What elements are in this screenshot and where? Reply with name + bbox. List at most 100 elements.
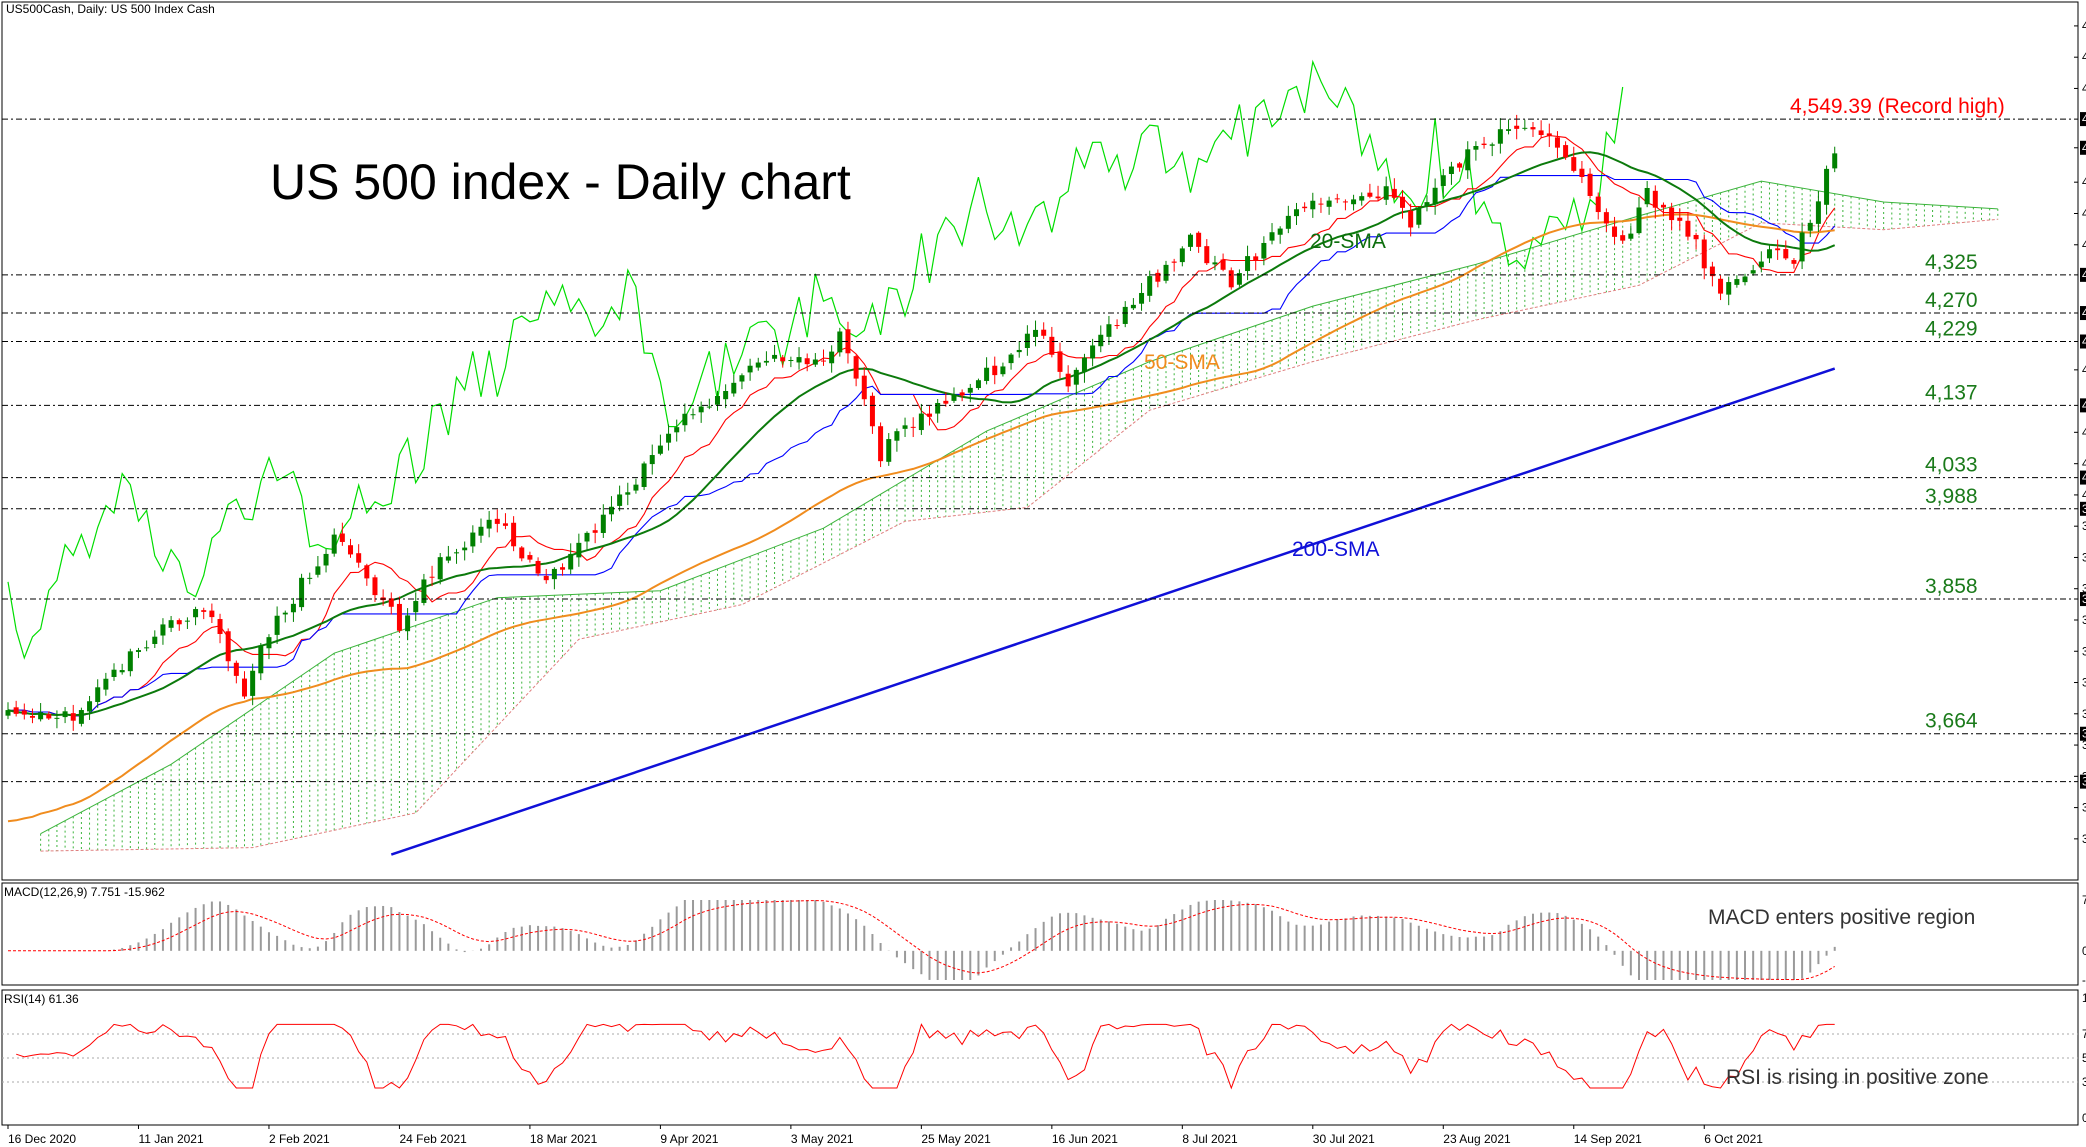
price-tick-label: 3692.73 xyxy=(2082,709,2086,721)
bear-candle xyxy=(1220,259,1226,270)
bull-candle xyxy=(1106,324,1112,337)
level-axis-box xyxy=(2080,592,2086,607)
bear-candle xyxy=(1652,190,1658,208)
level-axis-box xyxy=(2080,774,2086,789)
bull-candle xyxy=(747,365,753,373)
bull-candle xyxy=(445,556,451,561)
bull-candle xyxy=(1073,369,1079,385)
bear-candle xyxy=(176,620,182,625)
price-tick-label: 4368.33 xyxy=(2082,240,2086,252)
bull-candle xyxy=(608,506,614,515)
bull-candle xyxy=(1261,242,1267,259)
bull-candle xyxy=(290,603,296,613)
bear-candle xyxy=(1693,234,1699,240)
bull-candle xyxy=(1081,357,1087,372)
bull-candle xyxy=(975,380,981,389)
bull-candle xyxy=(723,390,729,400)
bull-candle xyxy=(1285,215,1291,229)
kijun-sen-line xyxy=(7,175,1836,717)
bull-candle xyxy=(54,717,60,719)
bull-candle xyxy=(649,455,655,465)
bull-candle xyxy=(323,553,329,566)
bull-candle xyxy=(1489,144,1495,146)
bull-candle xyxy=(951,394,957,401)
bull-candle xyxy=(772,354,778,359)
bear-candle xyxy=(519,547,525,559)
date-tick-label: 24 Feb 2021 xyxy=(399,1132,467,1146)
rsi-tick-label: 70.00 xyxy=(2082,1029,2086,1041)
bull-candle xyxy=(470,532,476,547)
bear-candle xyxy=(1530,127,1536,130)
bull-candle xyxy=(1269,232,1275,241)
bear-candle xyxy=(1057,351,1063,372)
bull-candle xyxy=(1139,292,1145,304)
level-label: 4,033 xyxy=(1925,454,1978,477)
bear-candle xyxy=(535,560,541,574)
bull-candle xyxy=(1824,168,1830,205)
rsi-note: RSI is rising in positive zone xyxy=(1726,1066,1989,1089)
bull-candle xyxy=(666,433,672,443)
bull-candle xyxy=(1815,201,1821,224)
bull-candle xyxy=(62,711,68,718)
bear-candle xyxy=(821,360,826,362)
bull-candle xyxy=(1187,234,1193,247)
bear-candle xyxy=(241,678,247,697)
sma50-label: 50-SMA xyxy=(1144,351,1220,374)
bull-candle xyxy=(1832,153,1838,169)
bull-candle xyxy=(1424,202,1430,206)
bear-candle xyxy=(1579,168,1585,178)
bear-candle xyxy=(348,545,354,555)
rsi-tick-label: 30.00 xyxy=(2082,1077,2086,1089)
bear-candle xyxy=(592,530,598,533)
price-tick-label: 3512.57 xyxy=(2082,834,2086,846)
bull-candle xyxy=(1734,279,1740,285)
date-tick-label: 9 Apr 2021 xyxy=(660,1132,718,1146)
bear-candle xyxy=(511,522,517,547)
bear-candle xyxy=(560,567,566,570)
bull-candle xyxy=(967,387,973,393)
bull-candle xyxy=(902,425,908,429)
level-label: 4,270 xyxy=(1925,289,1978,312)
bull-candle xyxy=(755,362,761,368)
level-axis-box xyxy=(2080,726,2086,741)
bear-candle xyxy=(1603,212,1609,224)
bull-candle xyxy=(299,577,305,608)
bear-candle xyxy=(46,714,52,719)
bear-candle xyxy=(1685,220,1691,237)
bear-candle xyxy=(217,619,223,634)
bull-candle xyxy=(421,579,427,603)
level-axis-label: 4137.00 xyxy=(2082,400,2086,412)
bull-candle xyxy=(454,552,460,554)
date-tick-label: 6 Oct 2021 xyxy=(1704,1132,1763,1146)
macd-indicator-label: MACD(12,26,9) 7.751 -15.962 xyxy=(4,885,165,899)
bull-candle xyxy=(1383,186,1389,200)
bull-candle xyxy=(763,360,769,363)
bear-candle xyxy=(543,575,549,581)
bull-candle xyxy=(282,612,288,615)
bull-candle xyxy=(111,669,117,677)
bull-candle xyxy=(405,615,411,632)
bull-candle xyxy=(1628,233,1634,239)
bull-candle xyxy=(1033,329,1039,337)
bull-candle xyxy=(600,514,606,533)
bull-candle xyxy=(331,534,337,554)
level-axis-box xyxy=(2080,112,2086,127)
bull-candle xyxy=(1416,208,1422,225)
bear-candle xyxy=(29,715,35,718)
bull-candle xyxy=(918,413,924,431)
bear-candle xyxy=(1546,133,1552,137)
bear-candle xyxy=(943,400,949,404)
current-price-box xyxy=(2080,140,2086,155)
bull-candle xyxy=(1766,249,1772,259)
level-axis-label: 3595.00 xyxy=(2082,777,2086,789)
macd-panel xyxy=(1,882,2079,986)
bull-candle xyxy=(413,601,419,613)
rsi-indicator-label: RSI(14) 61.36 xyxy=(4,992,79,1006)
bear-candle xyxy=(1049,336,1055,355)
level-label: 3,858 xyxy=(1925,575,1978,598)
bull-candle xyxy=(1440,175,1446,186)
bear-candle xyxy=(372,577,378,596)
bull-candle xyxy=(127,651,133,672)
bull-candle xyxy=(617,494,623,506)
bear-candle xyxy=(1791,260,1797,264)
